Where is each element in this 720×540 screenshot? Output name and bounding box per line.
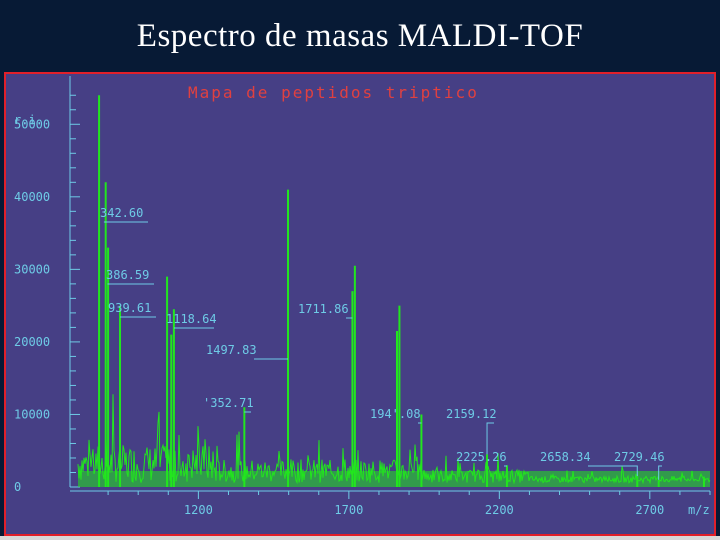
x-tick-label: 1700 [334,503,363,517]
y-axis-label: r.i. [14,113,43,127]
y-tick-label: 30000 [14,262,50,276]
bottom-strip [0,536,720,540]
x-tick-label: 1200 [184,503,213,517]
peak-annotation-label: 939.61 [108,301,151,315]
peak-annotation-label: 386.59 [106,268,149,282]
peak-annotation-label: 2225.26 [456,450,507,464]
peak-annotation-label: 2159.12 [446,407,497,421]
axes: 0 10000 20000 30000 40000 50000 1200 1700 2200 27… [14,76,711,517]
peak-lines [98,95,705,487]
peak-annotation-label: 1497.83 [206,343,257,357]
y-tick-label: 20000 [14,335,50,349]
x-axis-label: m/z [688,503,710,517]
y-tick-label: 40000 [14,190,50,204]
y-tick-label: 10000 [14,407,50,421]
peak-annotations: 342.60 386.59 939.61 1118.64 1497.83 1711.86 '… [100,206,665,480]
annotation-leader [658,465,662,480]
spectrum-trace [77,394,711,487]
peak-annotation-label: 342.60 [100,206,143,220]
peak-annotation-label: 2658.34 [540,450,591,464]
x-tick-label: 2700 [635,503,664,517]
peak-annotation-label: 1118.64 [166,312,217,326]
baseline-band [78,471,710,487]
x-tick-label: 2200 [485,503,514,517]
annotation-leader [588,465,638,477]
peak-annotation-label: 2729.46 [614,450,665,464]
y-tick-label: 0 [14,480,21,494]
slide-title: Espectro de masas MALDI-TOF [136,18,584,54]
y-tick-label: 50000 [14,117,50,131]
peak-annotation-label: '352.71 [203,396,254,410]
peak-annotation-label: 1711.86 [298,302,349,316]
peak-annotation-label: 194'.08 [370,407,421,421]
annotation-leader [486,422,494,455]
chart-title: Mapa de peptidos triptico [188,83,479,102]
